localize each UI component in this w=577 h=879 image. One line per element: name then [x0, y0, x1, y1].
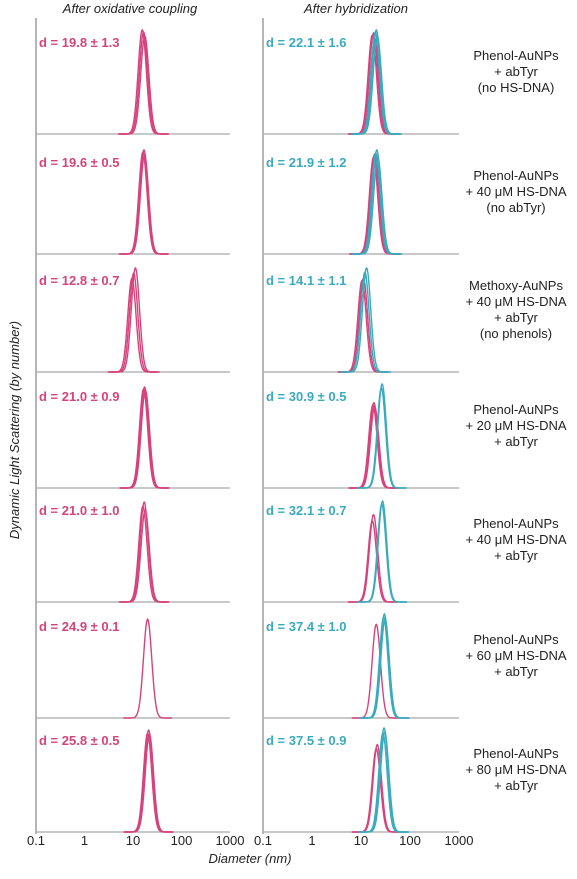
condition-label-line: + 40 μM HS-DNA [465, 184, 566, 199]
diameter-label-coupling: d = 12.8 ± 0.7 [39, 273, 120, 288]
size-distribution-curve-hybridization [353, 156, 403, 255]
size-distribution-curve-coupling [125, 733, 174, 833]
condition-label-line: + abTyr [494, 310, 538, 325]
size-distribution-curve-coupling [123, 618, 172, 719]
right-column-title: After hybridization [303, 1, 408, 16]
diameter-label-hybridization: d = 21.9 ± 1.2 [266, 155, 347, 170]
size-distribution-curve-coupling [120, 154, 169, 255]
condition-label-line: Phenol-AuNPs [473, 516, 559, 531]
condition-label-line: + abTyr [494, 434, 538, 449]
x-tick-label: 1000 [216, 833, 245, 848]
x-tick-label: 0.1 [254, 833, 272, 848]
diameter-label-hybridization: d = 14.1 ± 1.1 [266, 273, 347, 288]
condition-label-line: + abTyr [494, 64, 538, 79]
condition-label-line: + 40 μM HS-DNA [465, 532, 566, 547]
x-tick-label: 100 [171, 833, 193, 848]
condition-label-line: Phenol-AuNPs [473, 48, 559, 63]
diameter-label-hybridization: d = 30.9 ± 0.5 [266, 389, 347, 404]
diameter-label-coupling: d = 19.8 ± 1.3 [39, 35, 120, 50]
condition-label-line: Phenol-AuNPs [473, 746, 559, 761]
condition-label-line: + abTyr [494, 664, 538, 679]
size-distribution-curve-hybridization [347, 519, 397, 603]
size-distribution-curve-coupling [119, 148, 169, 255]
diameter-label-coupling: d = 21.0 ± 1.0 [39, 503, 120, 518]
condition-label-line: + 60 μM HS-DNA [465, 648, 566, 663]
condition-label-line: + abTyr [494, 778, 538, 793]
condition-label-line: + 80 μM HS-DNA [465, 762, 566, 777]
x-tick-label: 10 [354, 833, 368, 848]
size-distribution-curve-hybridization [350, 405, 400, 489]
size-distribution-curve-coupling [120, 509, 170, 603]
diameter-label-coupling: d = 25.8 ± 0.5 [39, 733, 120, 748]
left-column-title: After oxidative coupling [62, 1, 198, 16]
size-distribution-curve-coupling [120, 386, 169, 489]
diameter-label-coupling: d = 24.9 ± 0.1 [39, 619, 120, 634]
size-distribution-curve-coupling [111, 266, 160, 373]
x-axis-label: Diameter (nm) [208, 851, 291, 866]
size-distribution-curve-hybridization [358, 500, 408, 603]
condition-label-line: + 20 μM HS-DNA [465, 418, 566, 433]
panels-group: d = 19.8 ± 1.3 d = 22.1 ± 1.6 Phenol-AuNPs… [27, 18, 567, 848]
condition-label-line: Phenol-AuNPs [473, 168, 559, 183]
condition-label-line: Phenol-AuNPs [473, 632, 559, 647]
diameter-label-hybridization: d = 32.1 ± 0.7 [266, 503, 347, 518]
x-tick-label: 1000 [445, 833, 474, 848]
condition-label-line: + abTyr [494, 548, 538, 563]
size-distribution-curve-coupling [119, 30, 168, 135]
size-distribution-curve-hybridization [342, 266, 392, 373]
size-distribution-curve-coupling [124, 728, 173, 833]
condition-label-line: (no HS-DNA) [478, 80, 555, 95]
y-axis-label: Dynamic Light Scattering (by number) [7, 321, 22, 539]
x-tick-label: 1 [308, 833, 315, 848]
size-distribution-curve-coupling [120, 35, 170, 135]
diameter-label-coupling: d = 21.0 ± 0.9 [39, 389, 120, 404]
condition-label-line: Phenol-AuNPs [473, 402, 559, 417]
size-distribution-curve-coupling [117, 28, 167, 135]
condition-label-line: + 40 μM HS-DNA [465, 294, 566, 309]
condition-label-line: (no phenols) [480, 326, 552, 341]
size-distribution-curve-hybridization [349, 513, 399, 603]
size-distribution-curve-hybridization [357, 382, 407, 489]
size-distribution-curve-coupling [121, 389, 170, 489]
size-distribution-curve-hybridization [352, 35, 402, 135]
diameter-label-hybridization: d = 22.1 ± 1.6 [266, 35, 347, 50]
x-tick-label: 100 [399, 833, 421, 848]
diameter-label-coupling: d = 19.6 ± 0.5 [39, 155, 120, 170]
size-distribution-curve-hybridization [360, 618, 410, 719]
condition-label-line: Methoxy-AuNPs [469, 278, 563, 293]
x-tick-label: 1 [81, 833, 88, 848]
x-tick-label: 10 [126, 833, 140, 848]
x-tick-label: 0.1 [27, 833, 45, 848]
diameter-label-hybridization: d = 37.5 ± 0.9 [266, 733, 347, 748]
size-distribution-curve-hybridization [360, 731, 410, 833]
diameter-label-hybridization: d = 37.4 ± 1.0 [266, 619, 347, 634]
condition-label-line: (no abTyr) [486, 200, 545, 215]
